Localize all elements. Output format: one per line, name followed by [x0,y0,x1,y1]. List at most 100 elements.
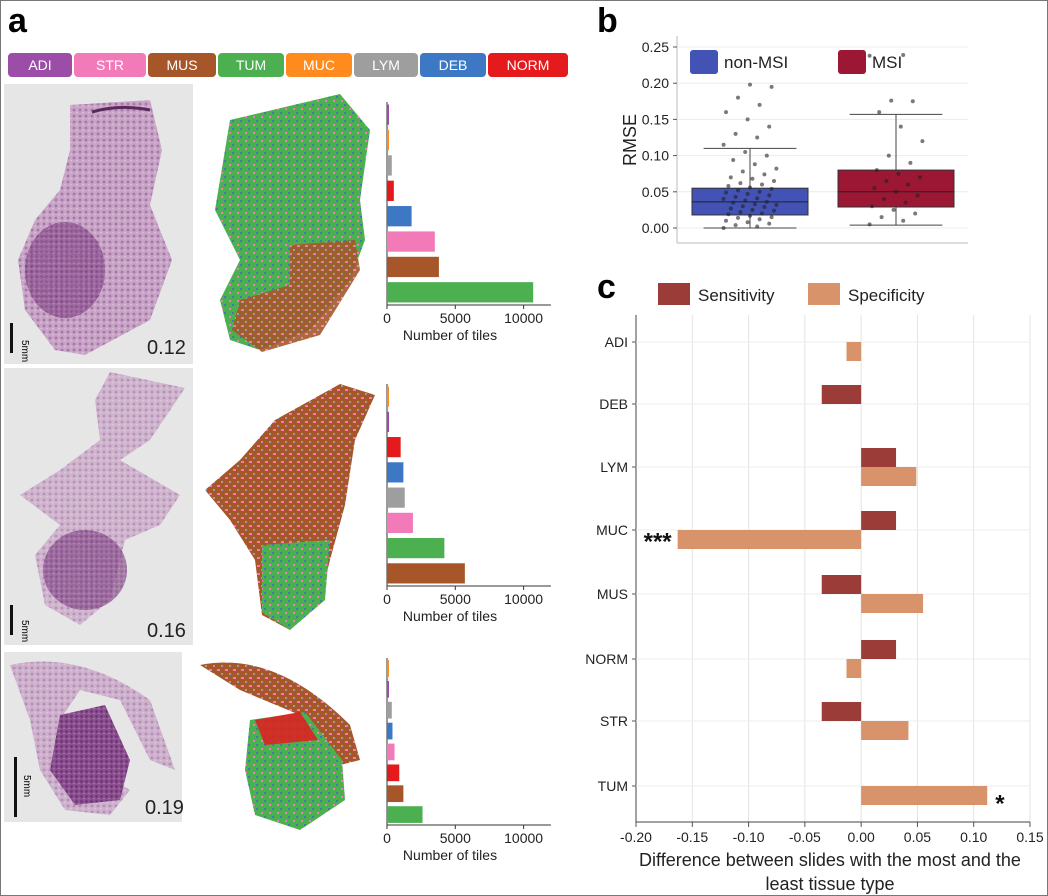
data-point [757,217,762,222]
legend-chip-adi [8,53,72,77]
slide-1-tile-count-chart: 0 5000 10000 Number of tiles [383,102,551,343]
data-point [733,194,738,199]
data-point [743,198,748,203]
bar-muc [387,129,389,151]
slide-row-3: 5mm 0.19 0 5000 10000 Number of tiles [4,652,551,863]
data-point [760,182,764,187]
legend-chip-norm [488,53,568,77]
data-point [877,110,882,115]
slide-3-scale-label: 5mm [21,775,32,797]
x-tick-label: -0.05 [789,829,821,845]
data-point [745,117,750,122]
bar-specificity-mus [861,594,924,613]
data-point [748,213,752,218]
bar-deb [387,462,404,483]
y-tick-label: MUC [596,522,628,538]
data-point [867,53,872,58]
x-tick-label: 10000 [504,591,543,607]
legend-chip-label: DEB [439,57,468,73]
tissue-type-legend: ADI STR MUS TUM MUC LYM DEB NORM [8,53,568,77]
data-point [764,153,769,158]
data-point [750,207,755,212]
bar-mus [387,256,439,278]
data-point [908,160,913,165]
data-point [894,189,898,194]
legend-chip-label: MUC [303,57,335,73]
slide-2-score: 0.16 [147,620,186,642]
bar-sensitivity-lym [861,448,897,467]
bar-adi [387,411,390,432]
data-point [740,169,745,174]
data-point [867,222,872,227]
legend-swatch-specificity [808,283,840,305]
data-point [903,200,908,205]
data-point [736,215,740,220]
bar-str [387,231,435,252]
slide-1-tumor-region [25,222,105,318]
data-point [920,139,925,144]
legend-chip-lym [354,53,418,77]
legend-chip-label: ADI [28,57,51,73]
data-point [901,52,906,57]
bar-sensitivity-deb [821,385,862,404]
panel-label-b: b [597,2,618,40]
x-tick-label: 0.00 [848,829,875,845]
data-point [870,204,874,209]
panel-label-a: a [8,2,28,40]
bar-deb [387,722,393,740]
data-point [906,182,910,187]
slide-3-score: 0.19 [145,797,184,819]
box-msi [837,169,955,208]
bar-sensitivity-mus [821,575,862,594]
x-axis-label: Difference between slides with the most … [639,850,1021,894]
x-tick-label: 5000 [440,310,471,326]
data-point [736,188,740,193]
slide-3-he-tissue [10,661,175,815]
data-point [752,162,757,167]
bar-lym [387,155,392,176]
bar-lym [387,701,392,719]
legend-swatch-sensitivity [658,283,690,305]
x-tick-label: 0 [383,310,391,326]
data-point [752,202,757,207]
data-point [769,84,774,89]
data-point [884,178,889,183]
legend-chip-label: LYM [372,57,400,73]
data-point [748,185,752,190]
legend-swatch-non-msi [690,50,718,74]
data-point [918,175,922,180]
data-point [738,210,743,215]
bar-sensitivity-str [821,702,862,721]
y-tick-label: DEB [599,396,628,412]
data-point [886,153,891,158]
data-point [762,205,767,210]
legend-chip-tum [218,53,284,77]
y-tick-label: MUS [597,586,628,602]
bar-specificity-norm [846,659,862,678]
data-point [726,184,731,189]
y-tick-label: STR [600,713,628,729]
x-tick-label: 0.15 [1016,829,1043,845]
y-tick-label: ADI [605,334,628,350]
slide-3-scale-bar [14,757,17,817]
legend-chip-label: NORM [507,57,550,73]
slide-1-fold-mark [91,105,151,114]
bar-specificity-muc [677,530,862,549]
data-point [743,149,748,154]
slide-3-tile-count-chart: 0 5000 10000 Number of tiles [383,658,551,863]
data-point [774,166,779,171]
slide-2-segmentation-tumor [262,540,330,630]
data-point [750,176,755,181]
data-point [910,99,915,104]
legend-chip-mus [148,53,216,77]
bar-specificity-str [861,721,909,740]
significance-marker: *** [644,529,673,556]
legend-chip-muc [286,53,352,77]
data-point [769,186,774,191]
slide-3-tumor-region [50,705,130,805]
data-point [879,215,884,220]
panel-label-c: c [597,268,616,306]
legend-chip-str [74,53,146,77]
bar-adi [387,680,389,698]
legend-chip-deb [420,53,486,77]
